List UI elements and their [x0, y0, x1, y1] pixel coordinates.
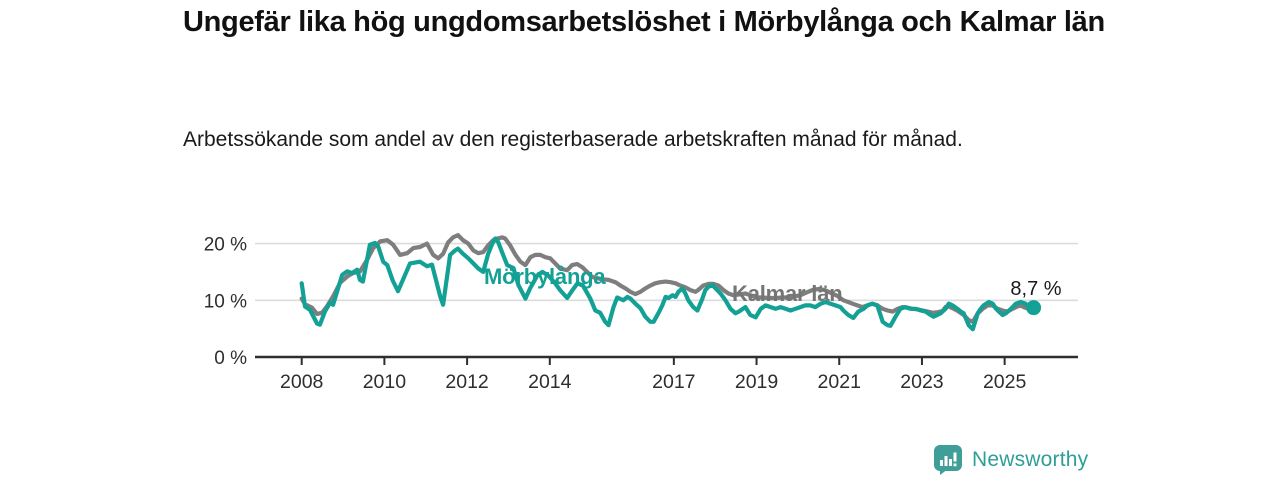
x-tick-label: 2023 — [900, 371, 943, 393]
series-line-kalmar — [299, 233, 1036, 324]
chart-subtitle: Arbetssökande som andel av den registerb… — [183, 128, 963, 151]
x-tick-label: 2019 — [735, 371, 778, 393]
newsworthy-bubble-chart-icon — [934, 445, 962, 475]
newsworthy-logo[interactable]: Newsworthy — [933, 444, 1088, 476]
page-title: Ungefär lika hög ungdomsarbetslöshet i M… — [183, 6, 1105, 38]
series-label-morbylanga: Mörbylånga — [484, 264, 606, 289]
x-tick-label: 2017 — [652, 371, 695, 393]
x-tick-label: 2014 — [528, 371, 572, 393]
series-label-kalmar: Kalmar län — [732, 281, 843, 306]
y-tick-label: 0 % — [214, 348, 247, 369]
series-line-morbylanga — [299, 236, 1036, 332]
y-tick-label: 20 % — [204, 235, 247, 256]
latest-value-annotation: 8,7 % — [1010, 278, 1062, 300]
y-tick-label: 10 % — [204, 291, 247, 312]
x-tick-label: 2025 — [983, 371, 1027, 393]
x-tick-label: 2012 — [445, 371, 488, 393]
x-tick-label: 2010 — [363, 371, 407, 393]
x-tick-label: 2008 — [280, 371, 323, 393]
newsworthy-wordmark: Newsworthy — [972, 448, 1089, 471]
latest-value-dot — [1026, 300, 1042, 316]
x-tick-label: 2021 — [818, 371, 861, 393]
